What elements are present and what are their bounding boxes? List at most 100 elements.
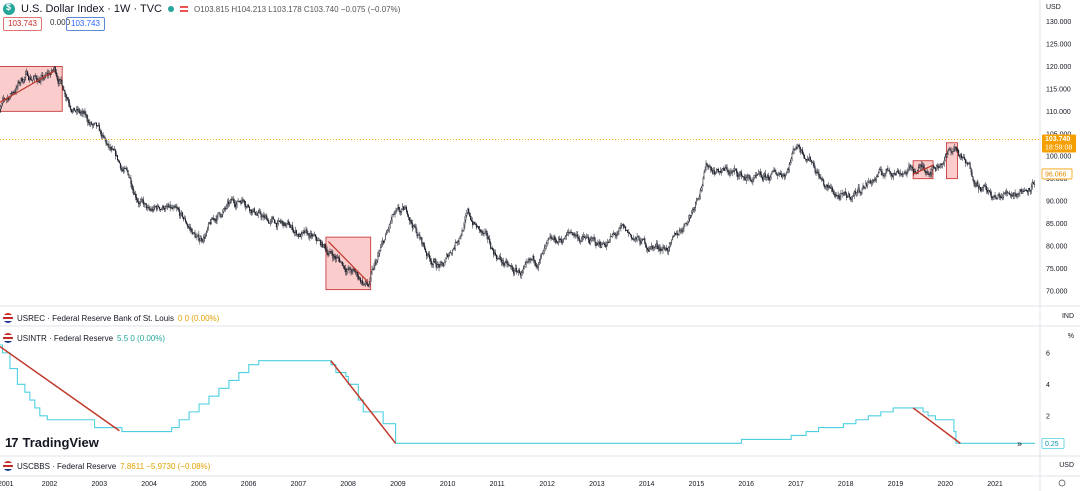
candle-body <box>314 234 316 236</box>
price-axis[interactable]: USD 70.000 75.000 80.000 85.000 90.000 95.000 1… <box>1041 4 1076 296</box>
candle-body <box>783 174 785 176</box>
candle-body <box>219 212 221 216</box>
candle-body <box>133 189 135 195</box>
candle-body <box>962 156 964 158</box>
price-tick-label: 100.000 <box>1046 154 1071 161</box>
annotation-box[interactable] <box>946 142 958 180</box>
candle-body <box>571 232 573 235</box>
candle-body <box>490 243 492 249</box>
candle-body <box>613 233 615 235</box>
usintr-legend[interactable]: USINTR · Federal Reserve 5.5 0 (0.00%) <box>3 332 165 344</box>
candle-body <box>383 240 385 243</box>
candle-body <box>660 249 662 252</box>
candle-body <box>766 174 768 178</box>
candle-body <box>612 233 614 235</box>
candle-body <box>987 190 989 193</box>
hamburger-icon[interactable] <box>180 6 188 12</box>
candle-body <box>337 257 339 259</box>
rate-axis[interactable]: 2 4 6 0.25 » <box>1017 350 1065 449</box>
candle-body <box>363 283 365 285</box>
candle-body <box>760 171 762 175</box>
rate-last-tag[interactable] <box>1041 437 1065 449</box>
candle-body <box>187 226 189 228</box>
rate-line[interactable] <box>0 344 1036 444</box>
symbol-title[interactable]: U.S. Dollar Index · 1W · TVC <box>21 3 162 15</box>
trend-line[interactable] <box>0 70 56 103</box>
candle-body <box>468 208 470 213</box>
candle-body <box>283 222 285 226</box>
countdown-label: 18:59:08 <box>1045 144 1072 151</box>
candle-body <box>135 193 137 198</box>
candle-body <box>880 169 882 172</box>
candle-body <box>889 170 891 173</box>
candle-body <box>480 229 482 233</box>
candle-body <box>954 147 956 150</box>
candle-body <box>754 175 756 179</box>
ohlc-readout: O103.815 H104.213 L103.178 C103.740 −0.0… <box>194 4 401 14</box>
trend-line[interactable] <box>327 241 369 283</box>
candle-body <box>95 122 97 127</box>
candle-body <box>639 240 641 245</box>
candle-body <box>850 198 852 200</box>
candle-body <box>897 170 899 174</box>
candle-body <box>979 187 981 190</box>
candle-body <box>510 265 512 267</box>
candle-body <box>856 191 858 193</box>
candle-body <box>436 264 438 268</box>
candle-body <box>383 239 385 243</box>
candle-body <box>695 201 697 208</box>
uscbbs-legend[interactable]: USCBBS · Federal Reserve 7.8611 −5.9730 … <box>3 460 210 472</box>
candle-body <box>411 222 413 228</box>
sell-price-box[interactable]: 103.743 <box>3 17 42 31</box>
gear-icon[interactable] <box>1058 479 1066 487</box>
candle-body <box>293 229 295 233</box>
rate-trend-line[interactable] <box>330 360 397 444</box>
candle-body <box>970 168 972 173</box>
secondary-price-tag[interactable] <box>1041 168 1073 180</box>
candle-body <box>727 170 729 173</box>
candle-body <box>339 258 341 262</box>
candle-body <box>265 215 267 217</box>
annotation-box[interactable] <box>325 236 372 291</box>
time-axis[interactable]: 2001 2002 2003 2004 2005 2006 2007 2008 2009 2010… <box>0 479 1066 488</box>
tradingview-logo[interactable]: 17 TradingView <box>5 435 99 450</box>
price-pane[interactable] <box>0 65 1040 291</box>
last-price-tag[interactable] <box>1042 134 1076 153</box>
candle-body <box>793 149 795 151</box>
candle-body <box>319 239 321 246</box>
candle-body <box>779 173 781 174</box>
candle-body <box>881 171 883 176</box>
candle-body <box>328 253 330 256</box>
rate-pane[interactable] <box>0 344 1036 444</box>
rate-trend-line[interactable] <box>0 345 120 432</box>
candle-body <box>843 192 845 195</box>
candle-body <box>1025 190 1027 192</box>
usrec-legend[interactable]: USREC · Federal Reserve Bank of St. Loui… <box>3 312 219 324</box>
candle-body <box>389 223 391 225</box>
candle-body <box>484 231 486 234</box>
rate-trend-line[interactable] <box>912 407 961 444</box>
candle-body <box>674 232 676 235</box>
candle-body <box>784 175 786 177</box>
candle-body <box>563 238 565 240</box>
candle-body <box>988 190 990 192</box>
candle-body <box>198 234 200 241</box>
trend-line[interactable] <box>912 164 934 175</box>
candle-body <box>986 190 988 193</box>
candle-body <box>600 244 602 248</box>
candle-body <box>747 175 749 178</box>
candle-body <box>1015 194 1017 197</box>
candle-body <box>286 222 288 226</box>
candle-body <box>398 207 400 210</box>
annotation-box[interactable] <box>0 66 63 112</box>
candle-body <box>831 187 833 192</box>
candle-body <box>456 242 458 243</box>
candle-body <box>764 173 766 178</box>
candle-body <box>50 74 52 76</box>
buy-price-box[interactable]: 103.743 <box>66 17 105 31</box>
candle-body <box>73 107 75 111</box>
candle-body <box>781 174 783 178</box>
candle-body <box>638 236 640 241</box>
candle-body <box>891 173 893 176</box>
